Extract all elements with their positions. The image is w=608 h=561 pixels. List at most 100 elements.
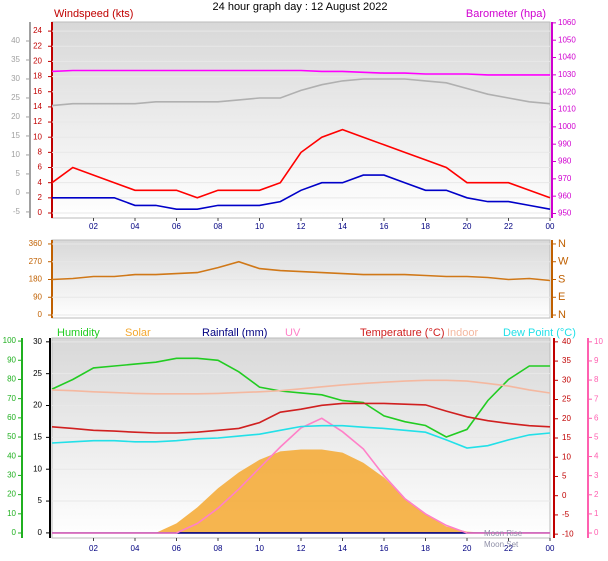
y3-tick-label: 40 <box>11 36 20 45</box>
y2-tick-label: -10 <box>562 529 574 538</box>
y-tick-label: 2 <box>38 193 43 202</box>
y2-tick-label: 0 <box>562 491 567 500</box>
line <box>51 128 551 199</box>
y-axis-label: Windspeed (kts) <box>54 8 133 20</box>
y3-tick-label: 100 <box>3 336 17 345</box>
y-tick-label: 180 <box>29 275 43 284</box>
y3-tick-label: 20 <box>7 490 16 499</box>
y2-tick-label: 970 <box>558 174 572 183</box>
y3-tick-label: 25 <box>11 93 20 102</box>
x-tick-label: 14 <box>338 222 347 231</box>
legend-entry: UV <box>285 327 301 339</box>
y-tick-label: 18 <box>33 72 42 81</box>
y-tick-label: 0 <box>38 310 43 319</box>
y3-tick-label: 30 <box>11 74 20 83</box>
legend-entry: Humidity <box>57 327 100 339</box>
y-tick-label: 0 <box>38 528 43 537</box>
y-tick-label: 14 <box>33 102 42 111</box>
y3-tick-label: 10 <box>7 509 16 518</box>
x-tick-label: 12 <box>297 544 306 553</box>
y4-tick-label: 3 <box>594 471 599 480</box>
y-tick-label: 20 <box>33 57 42 66</box>
x-tick-label: 16 <box>380 544 389 553</box>
chart-title: 24 hour graph day : 12 August 2022 <box>213 1 388 13</box>
y-tick-label: 360 <box>29 239 43 248</box>
line <box>52 174 551 210</box>
y3-tick-label: -5 <box>13 207 21 216</box>
y4-tick-label: 7 <box>594 394 599 403</box>
x-tick-label: 04 <box>131 544 140 553</box>
y3-tick-label: 70 <box>7 394 16 403</box>
y4-tick-label: 10 <box>594 337 603 346</box>
x-tick-label: 06 <box>172 222 181 231</box>
y3-tick-label: 90 <box>7 355 16 364</box>
y2-tick-label: 960 <box>558 191 572 200</box>
y3-tick-label: 5 <box>16 169 21 178</box>
y-tick-label: 0 <box>38 208 43 217</box>
y-tick-label: 20 <box>33 401 42 410</box>
y-tick-label: 6 <box>38 163 43 172</box>
x-tick-label: 10 <box>255 222 264 231</box>
y2-tick-label: W <box>558 256 569 268</box>
y-tick-label: 10 <box>33 464 42 473</box>
y2-tick-label: 1030 <box>558 70 576 79</box>
y2-tick-label: 950 <box>558 209 572 218</box>
y3-tick-label: 20 <box>11 112 20 121</box>
plot-background <box>51 21 551 219</box>
line <box>52 417 550 534</box>
x-tick-label: 04 <box>131 222 140 231</box>
x-tick-label: 08 <box>214 222 223 231</box>
line <box>51 260 551 282</box>
legend-entry: Indoor <box>447 327 479 339</box>
annotation: Moon Set <box>484 540 519 549</box>
y3-tick-label: 0 <box>16 188 21 197</box>
y2-tick-label: -5 <box>562 510 570 519</box>
x-tick-label: 22 <box>504 222 513 231</box>
y2-tick-label: 10 <box>562 452 571 461</box>
y-tick-label: 16 <box>33 87 42 96</box>
y-tick-label: 10 <box>33 132 42 141</box>
y-tick-label: 270 <box>29 257 43 266</box>
y2-tick-label: 1020 <box>558 87 576 96</box>
x-tick-label: 02 <box>89 544 98 553</box>
x-tick-label: 08 <box>214 544 223 553</box>
y4-tick-label: 2 <box>594 490 599 499</box>
y-tick-label: 8 <box>38 147 43 156</box>
y2-tick-label: 980 <box>558 157 572 166</box>
y2-tick-label: 1040 <box>558 53 576 62</box>
x-tick-label: 00 <box>546 222 555 231</box>
legend-entry: Solar <box>125 327 151 339</box>
y3-tick-label: 35 <box>11 55 20 64</box>
legend-entry: Rainfall (mm) <box>202 327 267 339</box>
area <box>52 449 550 533</box>
y2-tick-label: 20 <box>562 414 571 423</box>
line <box>51 78 551 107</box>
y4-tick-label: 9 <box>594 356 599 365</box>
y2-tick-label: 15 <box>562 433 571 442</box>
y2-tick-label: N <box>558 309 566 321</box>
y2-tick-label: E <box>558 291 565 303</box>
y2-tick-label: 1000 <box>558 122 576 131</box>
y3-tick-label: 40 <box>7 451 16 460</box>
y2-tick-label: 1050 <box>558 35 576 44</box>
y4-tick-label: 4 <box>594 452 599 461</box>
x-tick-label: 16 <box>380 222 389 231</box>
x-tick-label: 20 <box>463 222 472 231</box>
y4-tick-label: 6 <box>594 413 599 422</box>
y3-tick-label: 80 <box>7 375 16 384</box>
x-tick-label: 02 <box>89 222 98 231</box>
x-tick-label: 14 <box>338 544 347 553</box>
y2-tick-label: 1060 <box>558 18 576 27</box>
y4-tick-label: 8 <box>594 375 599 384</box>
y3-tick-label: 60 <box>7 413 16 422</box>
y-tick-label: 4 <box>38 178 43 187</box>
y3-tick-label: 15 <box>11 131 20 140</box>
y2-tick-label: 5 <box>562 472 567 481</box>
y3-tick-label: 50 <box>7 432 16 441</box>
legend-entry: Temperature (°C) <box>360 327 444 339</box>
line <box>51 69 550 76</box>
y-tick-label: 22 <box>33 41 42 50</box>
y-tick-label: 90 <box>33 292 42 301</box>
line <box>51 402 551 434</box>
